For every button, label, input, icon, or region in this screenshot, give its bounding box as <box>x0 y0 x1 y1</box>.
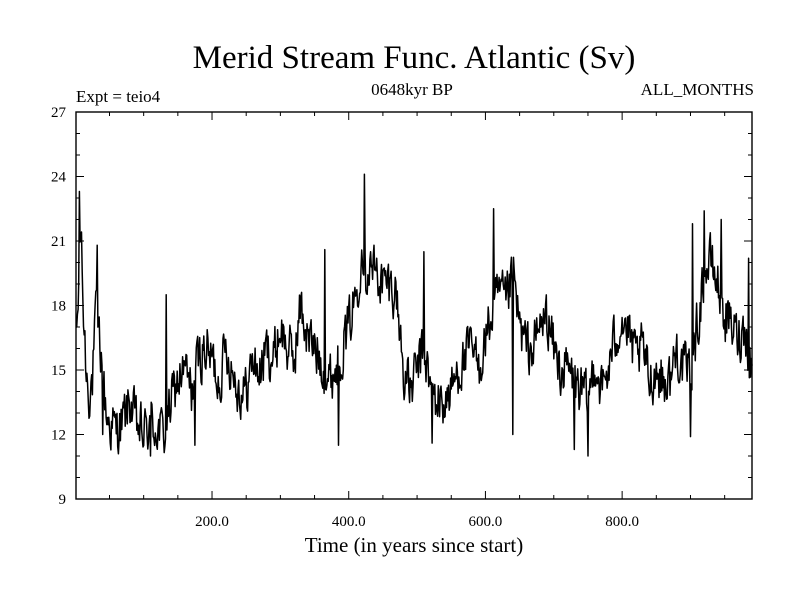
y-tick-label: 12 <box>51 428 66 444</box>
period-label: 0648kyr BP <box>371 80 453 99</box>
months-label: ALL_MONTHS <box>641 80 754 99</box>
x-tick-label: 200.0 <box>195 514 229 530</box>
y-tick-label: 18 <box>51 299 66 315</box>
y-tick-label: 27 <box>51 105 67 121</box>
x-tick-label: 400.0 <box>332 514 366 530</box>
x-tick-label: 800.0 <box>605 514 639 530</box>
y-tick-label: 15 <box>51 363 66 379</box>
y-axis: 9 12 15 18 21 24 27 <box>51 105 752 508</box>
plot-frame <box>75 111 753 500</box>
y-tick-label: 21 <box>51 234 66 250</box>
x-axis: 200.0 400.0 600.0 800.0 <box>108 112 726 530</box>
y-tick-label: 9 <box>59 492 67 508</box>
chart-title: Merid Stream Func. Atlantic (Sv) <box>193 40 636 76</box>
x-axis-title: Time (in years since start) <box>305 533 524 557</box>
experiment-label: Expt = teio4 <box>76 87 161 106</box>
series-layer <box>75 173 753 457</box>
series-line <box>75 173 753 457</box>
x-tick-label: 600.0 <box>469 514 503 530</box>
y-tick-label: 24 <box>51 170 67 186</box>
